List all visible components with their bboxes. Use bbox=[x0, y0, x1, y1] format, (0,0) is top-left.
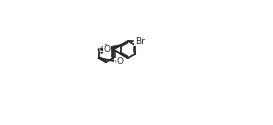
Text: O: O bbox=[114, 58, 121, 67]
Text: Br: Br bbox=[135, 36, 145, 46]
Text: O: O bbox=[117, 57, 123, 66]
Text: O: O bbox=[104, 45, 111, 54]
Text: O: O bbox=[98, 46, 104, 52]
